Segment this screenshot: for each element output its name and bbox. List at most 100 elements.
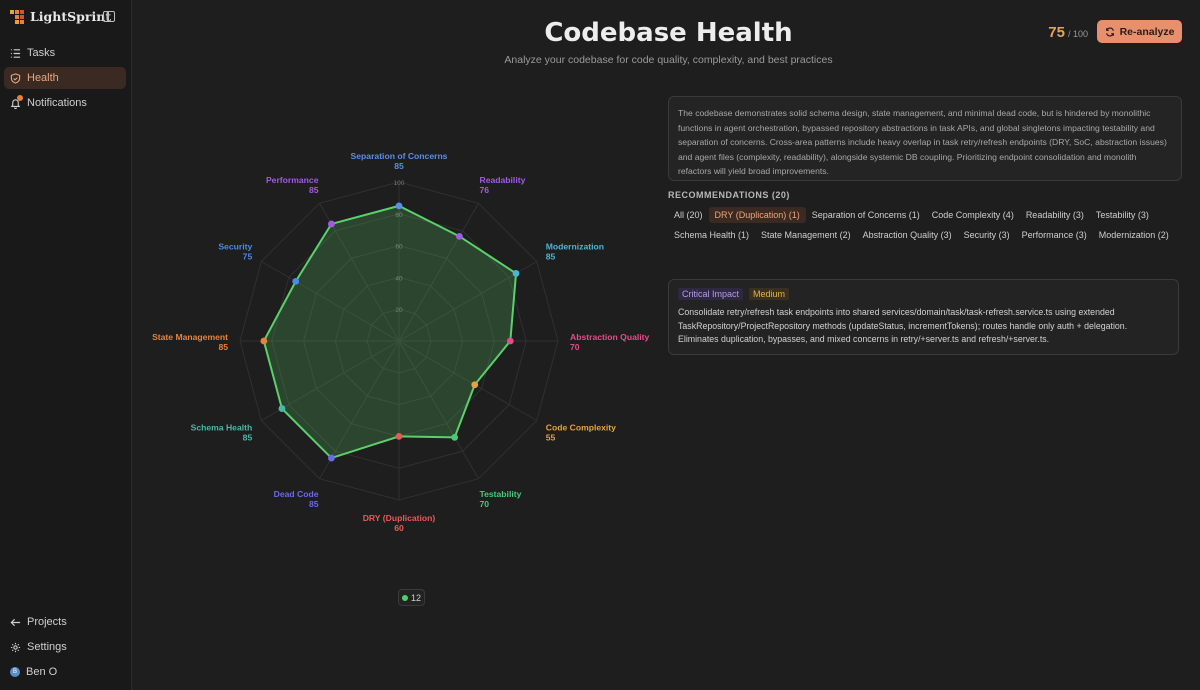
ring-tick-label: 100 — [394, 180, 405, 187]
data-point — [292, 277, 300, 285]
legend-toggle[interactable]: 12 — [398, 589, 425, 606]
sidebar-item-label: Tasks — [27, 47, 56, 59]
axis-value: 85 — [218, 342, 228, 352]
axis-label: Security — [218, 242, 252, 252]
data-point — [260, 337, 268, 345]
filter-chip[interactable]: State Management (2) — [761, 230, 851, 240]
data-point — [451, 433, 459, 441]
user-name: Ben O — [26, 666, 58, 678]
list-icon — [10, 48, 21, 58]
summary-box: The codebase demonstrates solid schema d… — [668, 96, 1182, 181]
sidebar-toggle-icon[interactable] — [103, 11, 115, 22]
axis-label: Performance — [266, 175, 319, 185]
data-point — [506, 337, 514, 345]
filter-chip[interactable]: Modernization (2) — [1098, 230, 1169, 240]
data-point — [456, 232, 463, 240]
data-point — [328, 220, 335, 228]
recommendations-heading: RECOMMENDATIONS (20) — [668, 190, 790, 200]
axis-label: Testability — [480, 489, 522, 499]
sidebar-item-health[interactable]: Health — [4, 67, 126, 89]
legend-dot-icon — [401, 594, 408, 601]
series-area — [262, 204, 518, 460]
refresh-icon — [1105, 27, 1114, 36]
score-max: / 100 — [1067, 29, 1088, 39]
reanalyze-label: Re-analyze — [1119, 25, 1175, 38]
filter-chip[interactable]: Testability (3) — [1095, 210, 1149, 220]
axis-value: 85 — [394, 161, 404, 171]
brand[interactable]: LightSprint — [10, 9, 111, 24]
grid-spoke — [398, 340, 537, 421]
notification-badge — [17, 95, 23, 101]
arrow-left-icon — [10, 618, 21, 626]
axis-label: DRY (Duplication) — [363, 513, 436, 523]
axis-value: 70 — [480, 499, 490, 509]
shield-icon — [10, 72, 21, 84]
data-point — [328, 454, 335, 462]
axis-label: Code Complexity — [546, 423, 616, 433]
sidebar-item-projects[interactable]: Projects — [4, 611, 126, 633]
filter-chip[interactable]: Code Complexity (4) — [931, 210, 1014, 220]
axis-value: 85 — [546, 252, 556, 262]
axis-label: Separation of Concerns — [351, 151, 448, 161]
axis-label: Dead Code — [274, 489, 319, 499]
legend-count: 12 — [410, 592, 421, 603]
recommendation-text: Consolidate retry/refresh task endpoints… — [678, 307, 1128, 344]
filter-chip[interactable]: Abstraction Quality (3) — [862, 230, 952, 240]
axis-value: 55 — [546, 433, 556, 443]
data-point — [471, 381, 479, 389]
score-value: 75 — [1048, 24, 1065, 41]
axis-value: 85 — [309, 185, 319, 195]
axis-value: 85 — [309, 499, 319, 509]
axis-label: Schema Health — [191, 423, 253, 433]
grid-spoke — [398, 203, 479, 342]
axis-value: 76 — [480, 185, 490, 195]
axis-value: 75 — [243, 252, 253, 262]
axis-label: State Management — [152, 332, 228, 342]
data-point — [395, 433, 403, 440]
data-point — [395, 202, 403, 210]
ring-tick-label: 40 — [395, 275, 403, 282]
axis-value: 60 — [394, 523, 404, 533]
sidebar-item-label: Projects — [27, 616, 67, 628]
filter-chip[interactable]: DRY (Duplication) (1) — [708, 207, 806, 223]
sidebar-item-user[interactable]: B Ben O — [4, 661, 126, 683]
axis-value: 85 — [243, 433, 253, 443]
impact-badge: Critical Impact — [678, 288, 744, 300]
axis-value: 70 — [570, 342, 580, 352]
recommendation-card[interactable]: Critical Impact Medium Consolidate retry… — [668, 279, 1179, 355]
sidebar-item-label: Health — [27, 72, 59, 84]
grid-spoke — [261, 261, 400, 342]
axis-label: Modernization — [546, 242, 604, 252]
avatar: B — [10, 667, 20, 677]
filter-chip[interactable]: Performance (3) — [1021, 230, 1087, 240]
page-title: Codebase Health — [544, 18, 793, 48]
ring-tick-label: 60 — [395, 244, 403, 251]
filter-chip[interactable]: Separation of Concerns (1) — [811, 210, 920, 220]
sidebar-item-notifications[interactable]: Notifications — [4, 92, 126, 114]
health-score: 75 / 100 — [1048, 24, 1088, 41]
sidebar: LightSprint Tasks Health Notifications P… — [0, 0, 132, 690]
data-point — [278, 405, 286, 412]
data-point — [512, 270, 520, 277]
page-subtitle: Analyze your codebase for code quality, … — [504, 54, 833, 66]
filter-chip[interactable]: Security (3) — [963, 230, 1010, 240]
filter-chip[interactable]: All (20) — [674, 210, 703, 220]
axis-label: Readability — [480, 175, 526, 185]
ring-tick-label: 80 — [395, 212, 403, 219]
sidebar-item-label: Settings — [27, 641, 67, 653]
ring-tick-label: 20 — [395, 307, 403, 314]
sidebar-item-tasks[interactable]: Tasks — [4, 42, 126, 64]
severity-badge: Medium — [749, 288, 790, 300]
reanalyze-button[interactable]: Re-analyze — [1097, 20, 1182, 43]
grid-spoke — [398, 340, 479, 479]
gear-icon — [10, 642, 21, 652]
app-name: LightSprint — [30, 9, 112, 24]
recommendation-filters: All (20) DRY (Duplication) (1) Separation … — [668, 207, 1188, 243]
lightsprint-logo — [10, 9, 24, 24]
sidebar-item-settings[interactable]: Settings — [4, 636, 126, 658]
filter-chip[interactable]: Schema Health (1) — [674, 230, 750, 240]
filter-chip[interactable]: Readability (3) — [1025, 210, 1084, 220]
sidebar-item-label: Notifications — [27, 97, 87, 109]
axis-label: Abstraction Quality — [570, 332, 649, 342]
